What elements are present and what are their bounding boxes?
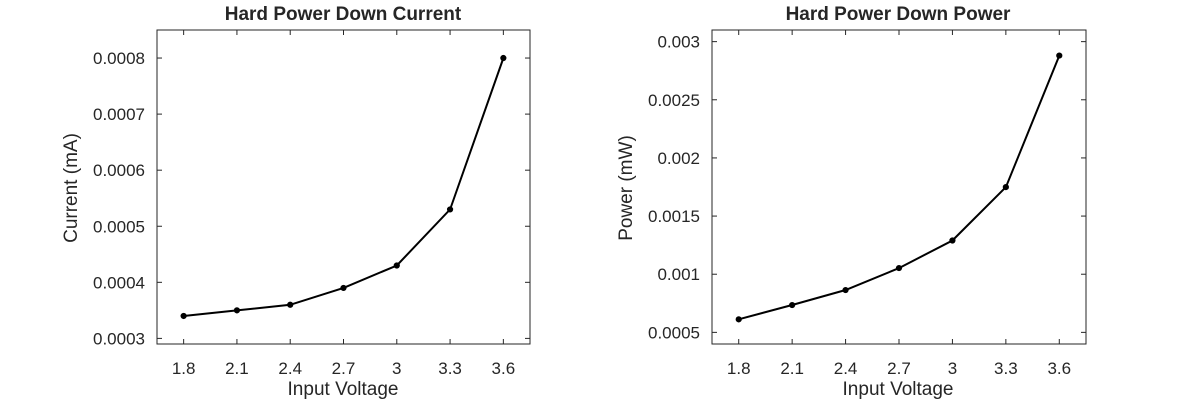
data-point bbox=[446, 206, 454, 213]
series-line bbox=[183, 57, 505, 317]
y-tick-label: 0.003 bbox=[657, 33, 700, 52]
current-chart: Hard Power Down Current Input Voltage Cu… bbox=[61, 4, 531, 400]
data-point bbox=[949, 237, 956, 244]
x-tick-label: 2.7 bbox=[887, 359, 911, 378]
y-axis-label: Current (mA) bbox=[61, 133, 82, 243]
x-tick-label: 3.3 bbox=[994, 359, 1018, 378]
x-axis-label: Input Voltage bbox=[843, 379, 954, 400]
x-tick-label: 2.4 bbox=[834, 359, 858, 378]
data-point bbox=[1002, 184, 1009, 191]
x-tick-label: 2.7 bbox=[332, 359, 356, 378]
y-tick-label: 0.002 bbox=[657, 149, 700, 168]
y-tick-label: 0.0006 bbox=[93, 161, 145, 180]
data-point bbox=[735, 316, 742, 323]
y-tick-label: 0.0008 bbox=[93, 49, 145, 68]
data-point bbox=[1056, 52, 1063, 59]
power-chart: Hard Power Down Power Input Voltage Powe… bbox=[616, 4, 1087, 400]
series-line bbox=[738, 55, 1061, 321]
data-point bbox=[500, 54, 507, 62]
data-point bbox=[842, 286, 849, 294]
chart-title: Hard Power Down Power bbox=[786, 4, 1011, 25]
x-tick-label: 3 bbox=[392, 359, 401, 378]
y-tick-label: 0.0005 bbox=[93, 217, 145, 236]
x-tick-label: 3 bbox=[948, 359, 957, 378]
data-point bbox=[895, 264, 903, 272]
x-tick-label: 3.6 bbox=[492, 359, 516, 378]
x-tick-label: 2.4 bbox=[278, 359, 302, 378]
data-point bbox=[180, 312, 187, 320]
data-point bbox=[340, 284, 347, 292]
x-tick-label: 2.1 bbox=[780, 359, 804, 378]
x-tick-label: 3.3 bbox=[438, 359, 462, 378]
y-tick-label: 0.0004 bbox=[93, 273, 145, 292]
y-tick-label: 0.0025 bbox=[648, 91, 700, 110]
plot-area bbox=[711, 29, 1087, 345]
y-tick-label: 0.0003 bbox=[93, 329, 145, 348]
x-tick-label: 1.8 bbox=[172, 359, 196, 378]
chart-title: Hard Power Down Current bbox=[225, 4, 462, 25]
x-tick-label: 1.8 bbox=[727, 359, 751, 378]
x-axis-label: Input Voltage bbox=[288, 379, 399, 400]
y-tick-label: 0.0015 bbox=[648, 207, 700, 226]
data-point bbox=[393, 262, 400, 269]
x-tick-label: 2.1 bbox=[225, 359, 249, 378]
y-axis-label: Power (mW) bbox=[616, 135, 637, 241]
plot-area bbox=[156, 29, 531, 345]
y-tick-label: 0.0007 bbox=[93, 105, 145, 124]
data-point bbox=[233, 307, 241, 314]
data-point bbox=[287, 301, 294, 308]
y-tick-label: 0.0005 bbox=[648, 323, 700, 342]
x-tick-label: 3.6 bbox=[1047, 359, 1071, 378]
data-point bbox=[789, 301, 796, 309]
y-tick-label: 0.001 bbox=[657, 265, 700, 284]
